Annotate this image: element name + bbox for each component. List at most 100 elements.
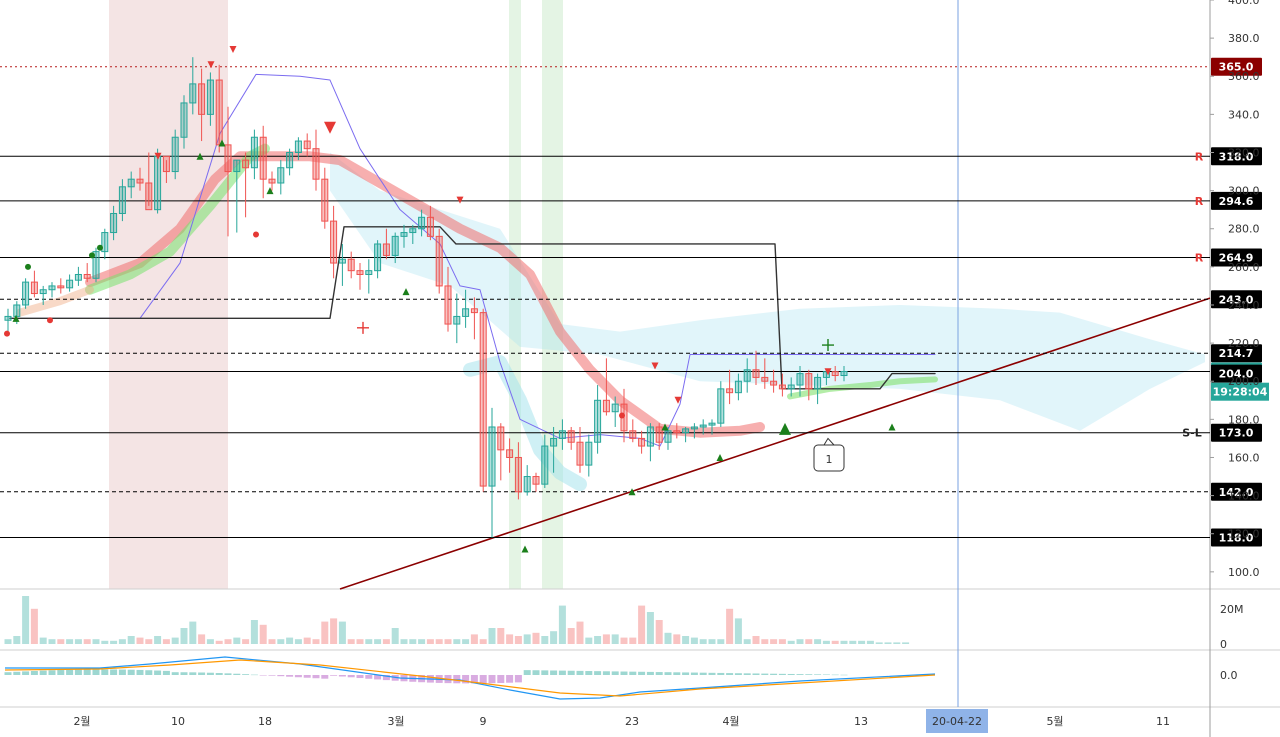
price-tick-label: 200.0: [1228, 375, 1260, 388]
candle-body: [602, 399, 610, 413]
macd-histogram-bar: [347, 675, 355, 678]
price-tag-bg: [1211, 364, 1262, 383]
volume-bar: [602, 634, 610, 644]
volume-bar: [22, 596, 30, 644]
volume-bar: [682, 636, 690, 644]
volume-bar: [884, 642, 892, 644]
macd-histogram-bar: [215, 673, 223, 675]
volume-bar: [444, 639, 452, 644]
volume-bar: [470, 634, 478, 644]
candle-body: [250, 136, 258, 169]
macd-histogram-bar: [699, 672, 707, 675]
price-tag: 318.0: [1219, 150, 1254, 163]
macd-histogram-bar: [594, 671, 602, 675]
time-tick-label: 13: [854, 715, 868, 728]
candle-body: [558, 430, 566, 439]
candle-body: [673, 430, 681, 434]
volume-bar: [585, 637, 593, 644]
price-tick-label: 260.0: [1228, 261, 1260, 274]
macd-histogram-bar: [822, 674, 830, 675]
candle-body: [646, 426, 654, 447]
macd-histogram-bar: [136, 669, 144, 675]
volume-bar: [506, 634, 514, 644]
level-marker: R: [1195, 195, 1204, 208]
candle-body: [259, 136, 267, 180]
candle-body: [426, 216, 434, 237]
macd-histogram-bar: [787, 673, 795, 675]
candle-body: [814, 376, 822, 390]
volume-bar: [594, 636, 602, 644]
candle-body: [365, 270, 373, 275]
candle-body: [550, 437, 558, 447]
volume-bar: [101, 640, 109, 644]
price-tag-bg: [1211, 423, 1262, 442]
candle-body: [743, 369, 751, 382]
sell-signal-icon: [154, 152, 162, 160]
macd-histogram-bar: [233, 673, 241, 675]
volume-bar: [567, 628, 575, 644]
candle-body: [532, 476, 540, 485]
candle-body: [356, 270, 364, 275]
volume-bar: [611, 634, 619, 644]
volume-bar: [435, 639, 443, 644]
candle-body: [30, 281, 38, 295]
candle-body: [171, 136, 179, 173]
macd-histogram-bar: [620, 671, 628, 675]
highlight-band: [109, 0, 228, 589]
ma-ribbon-green: [85, 143, 270, 295]
price-tag-bg: [1211, 344, 1262, 363]
volume-bar: [338, 621, 346, 644]
ma-ribbon-green: [787, 376, 938, 400]
candle-body: [479, 312, 487, 487]
sell-signal-icon: [824, 368, 832, 376]
candle-body: [840, 371, 848, 377]
macd-histogram-bar: [277, 675, 285, 677]
candle-body: [567, 430, 575, 443]
crosshair-date-label: 20-04-22: [932, 715, 982, 728]
macd-histogram-bar: [462, 675, 470, 684]
level-marker: S-L: [1182, 427, 1202, 440]
volume-bar: [717, 639, 725, 644]
baseline-step: [9, 226, 936, 390]
candle-body: [752, 369, 760, 378]
volume-bar: [831, 640, 839, 644]
macd-histogram-bar: [752, 673, 760, 675]
candle-body: [761, 376, 769, 382]
macd-histogram-bar: [717, 672, 725, 675]
volume-bar: [347, 639, 355, 644]
volume-bar: [409, 639, 417, 644]
ma-ribbon-orange: [16, 285, 94, 317]
macd-histogram-bar: [74, 669, 82, 675]
ma-ribbon-cyan: [463, 355, 587, 492]
buy-signal-icon: [716, 453, 724, 461]
macd-histogram-bar: [523, 670, 531, 675]
cross-icon: [822, 339, 834, 352]
volume-bar: [4, 639, 12, 644]
volume-bar: [638, 605, 646, 644]
macd-histogram-bar: [118, 669, 126, 675]
volume-bar: [391, 628, 399, 644]
buy-signal-icon: [402, 288, 410, 296]
candle-body: [594, 399, 602, 443]
macd-histogram-bar: [629, 671, 637, 675]
buy-signal-icon: [521, 545, 529, 553]
sell-dot-icon: [619, 412, 625, 419]
price-tag-bg: [1211, 248, 1262, 267]
candle-body: [497, 426, 505, 451]
volume-bar: [30, 608, 38, 644]
cross-icon: [357, 321, 369, 334]
volume-bar: [400, 639, 408, 644]
candle-body: [145, 182, 153, 211]
macd-histogram-bar: [541, 670, 549, 675]
macd-histogram-bar: [294, 675, 302, 678]
volume-bar: [902, 642, 910, 644]
time-tick-label: 2월: [73, 715, 90, 728]
price-tick-label: 380.0: [1228, 32, 1260, 45]
time-tick-label: 11: [1156, 715, 1170, 728]
volume-bar: [426, 639, 434, 644]
axis-layer: 400.0 380.0 360.0 340.0 320.0 300.0 280.0 260.0…: [73, 0, 1260, 733]
candle-body: [4, 315, 12, 321]
macd-histogram-bar: [189, 672, 197, 675]
